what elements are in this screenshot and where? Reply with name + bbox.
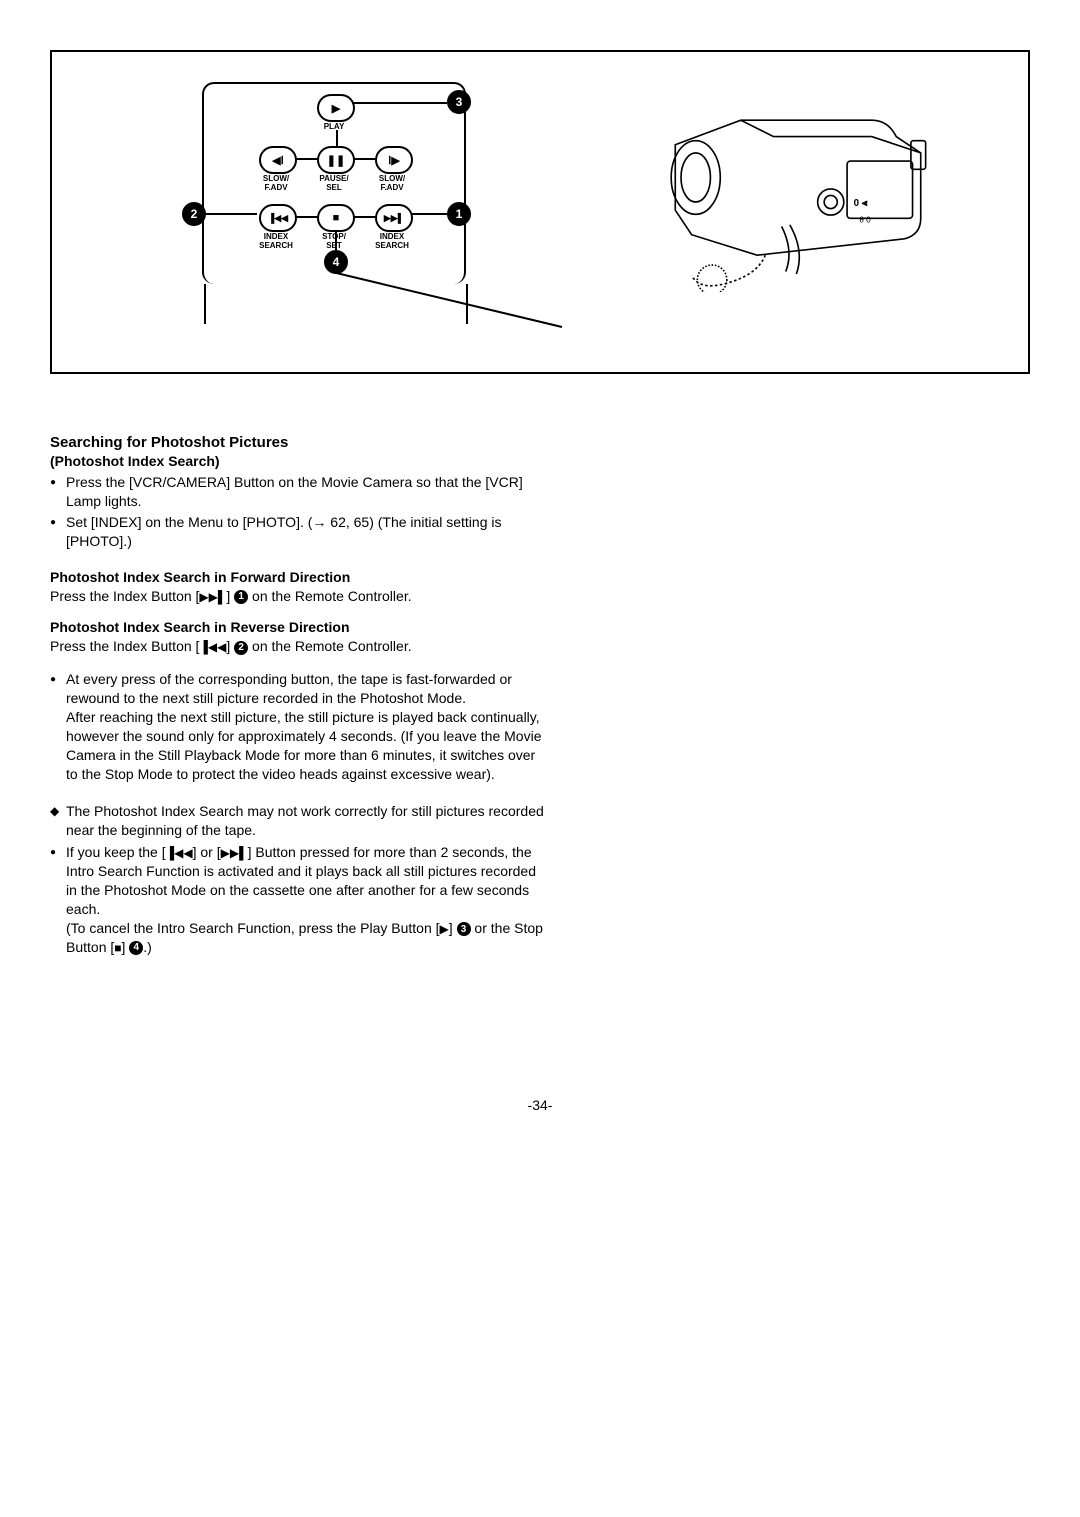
rev-para: Press the Index Button [▐◀◀] 2 on the Re… [50,637,550,656]
rev-index-icon: ▐◀◀ [166,847,193,861]
stop-button: ■ [317,204,355,232]
rev-index-icon: ▐◀◀ [199,641,226,655]
fwd-heading: Photoshot Index Search in Forward Direct… [50,569,550,585]
play-button: ▶ [317,94,355,122]
note-2: ● If you keep the [▐◀◀] or [▶▶▌] Button … [50,843,550,956]
callout-ref-4: 4 [129,941,143,955]
note-1: The Photoshot Index Search may not work … [50,802,550,840]
camera-illustration: 0 ⫷ θ 0 [608,112,988,292]
svg-text:θ 0: θ 0 [859,215,871,224]
callout-ref-1: 1 [234,590,248,604]
callout-ref-2: 2 [234,641,248,655]
pause-button: ❚❚ [317,146,355,174]
section-subtitle: (Photoshot Index Search) [50,453,550,469]
rev-slow-button: ◀Ⅰ [259,146,297,174]
intro-bullet-2: Set [INDEX] on the Menu to [PHOTO]. (→ 6… [50,513,550,551]
content-column: Searching for Photoshot Pictures (Photos… [50,434,550,957]
diagram-container: ▶ PLAY ◀Ⅰ SLOW/ F.ADV ❚❚ PAUSE/ SEL Ⅰ▶ S… [50,50,1030,374]
callout-ref-3: 3 [457,922,471,936]
index-rev-button: ▐◀◀ [259,204,297,232]
index-fwd-label: INDEX SEARCH [367,232,417,250]
play-label: PLAY [309,122,359,131]
connector-line [332,252,612,352]
fwd-slow-button: Ⅰ▶ [375,146,413,174]
fwd-index-icon: ▶▶▌ [221,847,248,861]
callout-2: 2 [182,202,206,226]
callout-1: 1 [447,202,471,226]
intro-bullet-1: Press the [VCR/CAMERA] Button on the Mov… [50,473,550,511]
callout-3: 3 [447,90,471,114]
page-number: -34- [50,1097,1030,1113]
svg-text:0 ⫷: 0 ⫷ [854,198,868,209]
notes-list: The Photoshot Index Search may not work … [50,802,550,957]
stop-icon: ■ [114,941,121,955]
fwd-para: Press the Index Button [▶▶▌] 1 on the Re… [50,587,550,606]
stop-label: STOP/ SET [309,232,359,250]
rev-slow-label: SLOW/ F.ADV [251,174,301,192]
section-title: Searching for Photoshot Pictures [50,434,550,451]
index-fwd-button: ▶▶▌ [375,204,413,232]
detail-bullet: At every press of the corresponding butt… [50,670,550,783]
intro-bullets: Press the [VCR/CAMERA] Button on the Mov… [50,473,550,551]
fwd-slow-label: SLOW/ F.ADV [367,174,417,192]
play-icon: ▶ [440,922,449,936]
index-rev-label: INDEX SEARCH [251,232,301,250]
pause-label: PAUSE/ SEL [309,174,359,192]
detail-bullets: At every press of the corresponding butt… [50,670,550,783]
rev-heading: Photoshot Index Search in Reverse Direct… [50,619,550,635]
fwd-index-icon: ▶▶▌ [199,590,226,604]
